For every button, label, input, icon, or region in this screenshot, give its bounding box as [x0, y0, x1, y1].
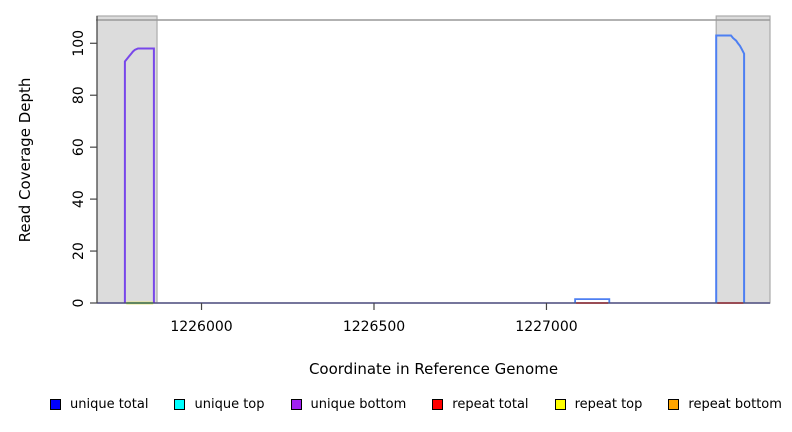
series-unique-bottom-left-peak	[123, 47, 155, 303]
y-tick-label: 100	[71, 30, 87, 57]
y-tick-label: 0	[71, 299, 87, 308]
y-tick-label: 60	[71, 138, 87, 156]
x-tick-label: 1226500	[343, 319, 405, 335]
legend-label: repeat total	[452, 397, 529, 412]
legend-item-repeat-bottom: repeat bottom	[668, 397, 782, 412]
legend-swatch-repeat-bottom	[668, 399, 680, 410]
left-gray-region	[96, 15, 158, 304]
legend-item-unique-total: unique total	[50, 397, 148, 412]
legend-item-repeat-top: repeat top	[554, 397, 643, 412]
y-tick-label: 20	[71, 242, 87, 260]
legend-label: repeat bottom	[688, 397, 782, 412]
x-tick-label: 1227000	[515, 319, 577, 335]
legend-label: unique top	[194, 397, 265, 412]
y-tick-label: 80	[71, 86, 87, 104]
legend-item-repeat-total: repeat total	[432, 397, 529, 412]
legend-label: unique bottom	[310, 397, 407, 412]
y-axis-title: Read Coverage Depth	[16, 77, 34, 243]
y-tick-label: 40	[71, 190, 87, 208]
legend-swatch-repeat-total	[432, 399, 444, 410]
legend: unique total unique top unique bottom repea…	[50, 397, 782, 412]
series-unique-coverage-bump	[574, 298, 611, 303]
legend-swatch-repeat-top	[554, 399, 566, 410]
legend-label: unique total	[70, 397, 149, 412]
right-gray-region	[715, 15, 771, 304]
legend-swatch-unique-bottom	[290, 399, 302, 410]
legend-swatch-unique-total	[50, 399, 61, 410]
legend-swatch-unique-top	[174, 399, 186, 410]
x-tick-label: 1226000	[170, 319, 232, 335]
legend-item-unique-top: unique top	[174, 397, 265, 412]
legend-item-unique-bottom: unique bottom	[290, 397, 407, 412]
x-axis-title: Coordinate in Reference Genome	[308, 360, 559, 378]
series-unique-top-right-peak	[715, 34, 746, 303]
legend-label: repeat top	[574, 397, 643, 412]
